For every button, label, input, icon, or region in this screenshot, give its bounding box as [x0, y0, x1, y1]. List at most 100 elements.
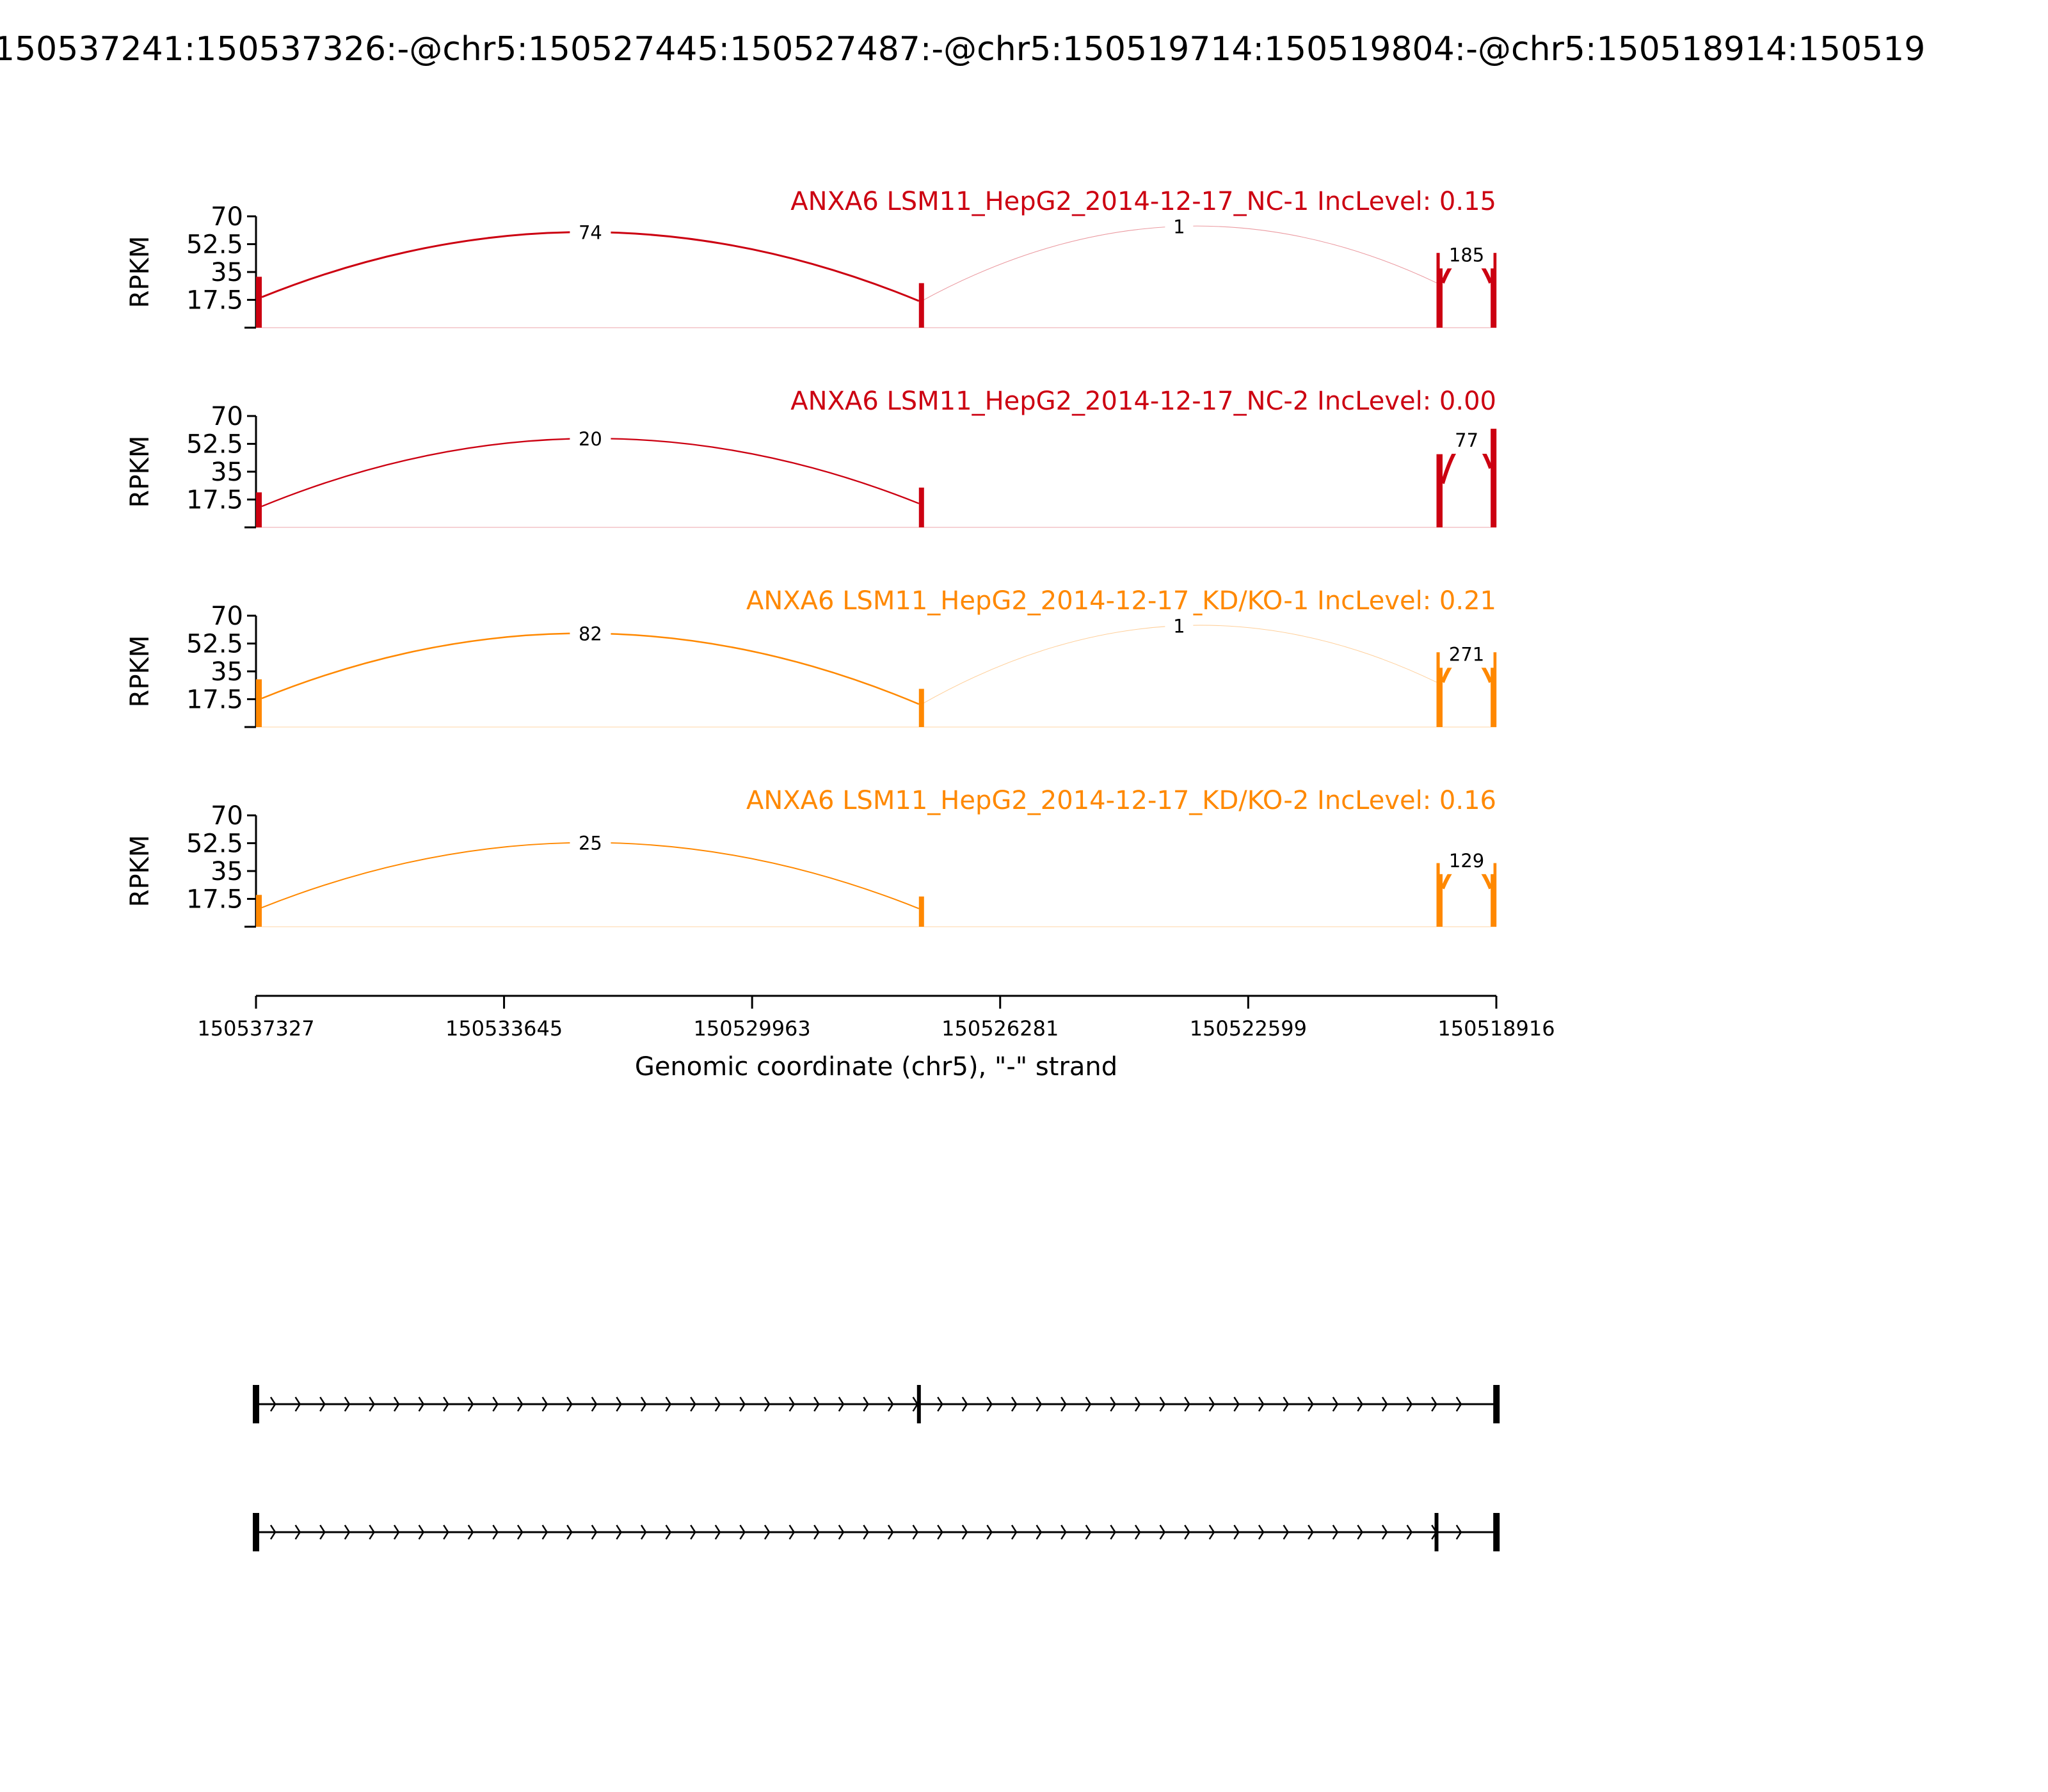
strand-arrow	[443, 1396, 449, 1412]
strand-arrow	[838, 1396, 845, 1412]
strand-arrow	[1332, 1396, 1339, 1412]
strand-arrow	[566, 1396, 573, 1412]
strand-arrow	[1134, 1396, 1141, 1412]
junction-label: 185	[1449, 244, 1484, 266]
x-tick-label: 150522599	[1190, 1016, 1307, 1041]
strand-arrow	[369, 1524, 375, 1540]
strand-arrow	[616, 1396, 622, 1412]
strand-arrow	[1332, 1524, 1339, 1540]
strand-arrow	[467, 1396, 474, 1412]
coverage-bar	[256, 492, 262, 527]
panel-title: ANXA6 LSM11_HepG2_2014-12-17_KD/KO-2 Inc…	[746, 786, 1496, 815]
strand-arrow	[467, 1524, 474, 1540]
strand-arrow	[739, 1524, 746, 1540]
strand-arrow	[1258, 1524, 1265, 1540]
y-tick-label: 35	[211, 657, 243, 687]
panel-title: ANXA6 LSM11_HepG2_2014-12-17_NC-2 IncLev…	[790, 387, 1496, 416]
strand-arrow	[1357, 1524, 1363, 1540]
strand-arrow	[1011, 1524, 1018, 1540]
strand-arrow	[986, 1524, 993, 1540]
junction-label-bg	[570, 828, 611, 857]
y-tick-label: 17.5	[186, 286, 243, 316]
strand-arrow	[1085, 1396, 1092, 1412]
strand-arrow	[1085, 1524, 1092, 1540]
coverage-bar	[1436, 652, 1443, 727]
strand-arrow	[1283, 1396, 1290, 1412]
strand-arrow	[1036, 1524, 1043, 1540]
junction-label-bg	[1165, 212, 1194, 241]
coverage-bar	[918, 689, 924, 727]
strand-arrow	[788, 1524, 796, 1540]
coverage-bar	[918, 487, 924, 527]
strand-arrow	[294, 1396, 301, 1412]
strand-arrow	[640, 1524, 647, 1540]
strand-arrow	[665, 1396, 672, 1412]
coverage-bar	[1436, 454, 1443, 527]
strand-arrow	[764, 1524, 771, 1540]
strand-arrow	[1406, 1396, 1413, 1412]
strand-arrow	[863, 1524, 869, 1540]
y-axis-label: RPKM	[125, 835, 155, 908]
y-tick-label: 17.5	[186, 885, 243, 915]
junction-label: 20	[579, 428, 602, 450]
strand-arrow	[1381, 1524, 1388, 1540]
junction-label-bg	[1446, 426, 1487, 454]
strand-arrow	[319, 1524, 326, 1540]
strand-arrow	[1233, 1524, 1240, 1540]
strand-arrow	[319, 1396, 326, 1412]
junction-label-bg	[1439, 240, 1494, 269]
junction-label: 129	[1449, 850, 1484, 872]
strand-arrow	[269, 1396, 276, 1412]
coverage-bar	[1491, 863, 1497, 927]
strand-arrow	[492, 1524, 499, 1540]
y-tick-label: 35	[211, 258, 243, 287]
strand-arrow	[1159, 1396, 1166, 1412]
coverage-bar	[1436, 253, 1443, 328]
strand-arrow	[813, 1396, 820, 1412]
strand-arrow	[516, 1524, 524, 1540]
strand-arrow	[1431, 1396, 1437, 1412]
strand-arrow	[1060, 1524, 1067, 1540]
strand-arrow	[1455, 1396, 1462, 1412]
x-tick-label: 150526281	[941, 1016, 1059, 1041]
coverage-bar	[256, 276, 262, 328]
y-tick-label: 52.5	[186, 230, 243, 260]
strand-arrow	[788, 1396, 796, 1412]
junction-label: 25	[579, 833, 602, 854]
strand-arrow	[665, 1524, 672, 1540]
strand-arrow	[1233, 1396, 1240, 1412]
strand-arrow	[516, 1396, 524, 1412]
strand-arrow	[1308, 1396, 1314, 1412]
strand-arrow	[838, 1524, 845, 1540]
strand-arrow	[1110, 1396, 1116, 1412]
y-tick-label: 17.5	[186, 486, 243, 515]
strand-arrow	[1406, 1524, 1413, 1540]
strand-arrow	[887, 1524, 894, 1540]
strand-arrow	[393, 1396, 400, 1412]
strand-arrow	[714, 1396, 721, 1412]
strand-arrow	[344, 1396, 351, 1412]
strand-arrow	[443, 1524, 449, 1540]
x-axis: 150537327 150533645 150529963 150526281 1505…	[197, 995, 1555, 1082]
strand-arrow	[369, 1396, 375, 1412]
isoform-2	[253, 1513, 1500, 1551]
junction-label-bg	[570, 218, 611, 246]
strand-arrow	[764, 1396, 771, 1412]
strand-arrow	[1011, 1396, 1018, 1412]
panel-title: ANXA6 LSM11_HepG2_2014-12-17_NC-1 IncLev…	[790, 187, 1496, 216]
strand-arrow	[1184, 1524, 1190, 1540]
strand-arrow	[492, 1396, 499, 1412]
coverage-bar	[256, 895, 262, 927]
y-axis-label: RPKM	[125, 636, 155, 708]
y-tick-label: 70	[211, 602, 243, 631]
x-tick-label: 150518916	[1437, 1016, 1555, 1041]
strand-arrow	[1258, 1396, 1265, 1412]
junction-label-bg	[570, 424, 611, 453]
strand-arrow	[690, 1524, 696, 1540]
coverage-bar	[1436, 863, 1443, 927]
y-tick-label: 35	[211, 857, 243, 886]
y-tick-label: 52.5	[186, 430, 243, 460]
x-tick-label: 150529963	[694, 1016, 811, 1041]
coverage-bar	[918, 896, 924, 927]
